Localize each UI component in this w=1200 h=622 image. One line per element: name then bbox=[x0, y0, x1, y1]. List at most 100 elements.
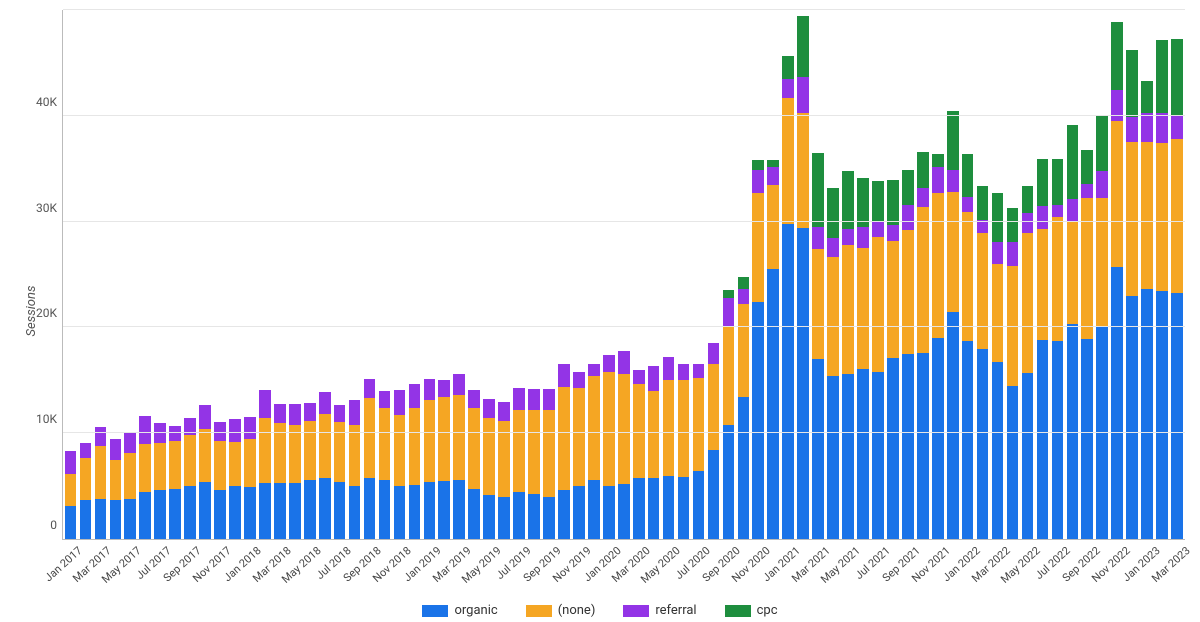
bar-segment-none bbox=[678, 380, 690, 476]
bar-segment-referral bbox=[782, 79, 794, 98]
bar-segment-organic bbox=[274, 483, 286, 539]
bar bbox=[1155, 10, 1170, 539]
y-tick-label: 0 bbox=[50, 518, 63, 532]
bar-segment-cpc bbox=[1141, 81, 1153, 113]
bar bbox=[721, 10, 736, 539]
bar bbox=[422, 10, 437, 539]
bar-segment-organic bbox=[782, 224, 794, 539]
legend-label: (none) bbox=[558, 603, 596, 618]
bar-segment-none bbox=[663, 380, 675, 475]
bar-segment-cpc bbox=[992, 193, 1004, 242]
bar-segment-none bbox=[558, 387, 570, 491]
bar-segment-referral bbox=[394, 390, 406, 415]
bar bbox=[1080, 10, 1095, 539]
bar-segment-organic bbox=[663, 476, 675, 539]
bar-segment-referral bbox=[917, 188, 929, 207]
bar-segment-none bbox=[1156, 143, 1168, 291]
bar-segment-none bbox=[723, 327, 735, 424]
bar-segment-organic bbox=[857, 369, 869, 539]
bar-segment-organic bbox=[812, 359, 824, 539]
bar-segment-organic bbox=[902, 354, 914, 539]
bar-segment-none bbox=[169, 441, 181, 490]
bar-segment-none bbox=[214, 441, 226, 491]
bar-segment-cpc bbox=[1081, 150, 1093, 184]
bar-segment-referral bbox=[947, 170, 959, 192]
bar-segment-organic bbox=[65, 506, 77, 539]
bar-segment-none bbox=[842, 245, 854, 374]
bar-segment-none bbox=[917, 207, 929, 353]
bar-segment-organic bbox=[947, 312, 959, 539]
bar bbox=[870, 10, 885, 539]
bar bbox=[227, 10, 242, 539]
bar-segment-organic bbox=[693, 471, 705, 539]
bar-segment-organic bbox=[992, 362, 1004, 539]
bar bbox=[736, 10, 751, 539]
bar-segment-organic bbox=[558, 490, 570, 539]
bar bbox=[437, 10, 452, 539]
bar-segment-none bbox=[65, 474, 77, 506]
bar-segment-none bbox=[229, 442, 241, 486]
bar-segment-organic bbox=[528, 494, 540, 539]
bar-segment-cpc bbox=[977, 186, 989, 220]
plot-area: 010K20K30K40K50K bbox=[62, 10, 1185, 540]
bar-segment-cpc bbox=[782, 56, 794, 79]
bar-segment-none bbox=[782, 98, 794, 224]
bar-segment-none bbox=[424, 400, 436, 481]
bar bbox=[347, 10, 362, 539]
y-tick-label: 40K bbox=[36, 95, 63, 109]
bar-segment-cpc bbox=[962, 154, 974, 197]
bar-segment-referral bbox=[65, 451, 77, 474]
bar-segment-organic bbox=[917, 353, 929, 539]
bars-container bbox=[63, 10, 1185, 539]
bar-segment-organic bbox=[633, 478, 645, 539]
bar-segment-referral bbox=[1111, 90, 1123, 121]
bar-segment-none bbox=[453, 395, 465, 480]
bar-segment-organic bbox=[962, 341, 974, 539]
bar-segment-organic bbox=[543, 497, 555, 539]
bar-segment-referral bbox=[887, 225, 899, 241]
bar-segment-referral bbox=[110, 439, 122, 460]
bar-segment-referral bbox=[708, 343, 720, 364]
bar-segment-none bbox=[857, 248, 869, 369]
bar-segment-cpc bbox=[812, 153, 824, 227]
bar-segment-organic bbox=[244, 487, 256, 539]
legend-swatch bbox=[526, 605, 552, 617]
bar-segment-organic bbox=[1096, 327, 1108, 539]
bar-segment-referral bbox=[498, 402, 510, 421]
bar-segment-cpc bbox=[827, 188, 839, 238]
bar-segment-referral bbox=[1037, 206, 1049, 229]
x-axis-labels: Jan 2017Mar 2017May 2017Jul 2017Sep 2017… bbox=[62, 542, 1185, 590]
bar bbox=[945, 10, 960, 539]
grid-line bbox=[63, 9, 1185, 10]
legend-swatch bbox=[725, 605, 751, 617]
bar bbox=[407, 10, 422, 539]
bar-segment-cpc bbox=[1037, 159, 1049, 206]
legend-item-organic: organic bbox=[422, 603, 497, 618]
bar-segment-referral bbox=[468, 390, 480, 408]
bar-segment-referral bbox=[633, 370, 645, 384]
bar-segment-referral bbox=[1156, 113, 1168, 144]
bar bbox=[811, 10, 826, 539]
bar-segment-cpc bbox=[857, 178, 869, 227]
bar-segment-none bbox=[319, 414, 331, 477]
bar-segment-none bbox=[797, 113, 809, 228]
y-tick-label: 50K bbox=[36, 0, 63, 3]
bar-segment-organic bbox=[752, 302, 764, 539]
bar-segment-none bbox=[409, 408, 421, 485]
bar bbox=[392, 10, 407, 539]
bar-segment-none bbox=[1037, 229, 1049, 340]
bar-segment-referral bbox=[797, 77, 809, 113]
bar-segment-referral bbox=[558, 364, 570, 386]
bar-segment-referral bbox=[573, 372, 585, 388]
bar-segment-organic bbox=[842, 374, 854, 539]
bar-segment-none bbox=[139, 444, 151, 493]
bar bbox=[646, 10, 661, 539]
bar bbox=[123, 10, 138, 539]
bar-segment-none bbox=[483, 418, 495, 494]
bar-segment-organic bbox=[214, 490, 226, 539]
bar bbox=[213, 10, 228, 539]
bar-segment-cpc bbox=[723, 290, 735, 297]
bar-segment-none bbox=[289, 425, 301, 483]
bar-segment-referral bbox=[513, 388, 525, 410]
bar-segment-none bbox=[827, 257, 839, 377]
